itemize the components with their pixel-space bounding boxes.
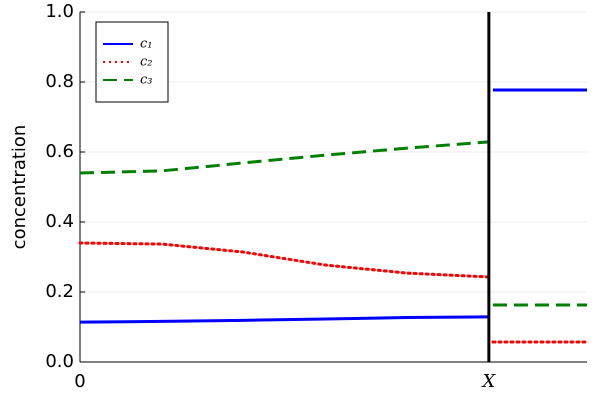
y-tick-label: 0.4 bbox=[45, 211, 74, 232]
series-line bbox=[78, 241, 589, 344]
x-tick-label: X bbox=[480, 371, 496, 392]
y-tick-label: 0.6 bbox=[45, 141, 74, 162]
legend-label: c₁ bbox=[140, 37, 153, 52]
y-tick-label: 0.0 bbox=[45, 351, 74, 372]
y-tick-label: 1.0 bbox=[45, 1, 74, 22]
y-axis-label: concentration bbox=[9, 125, 30, 250]
legend-box bbox=[95, 21, 169, 103]
y-tick-label: 0.8 bbox=[45, 71, 74, 92]
x-tick-label: 0 bbox=[74, 371, 85, 392]
legend-label: c₃ bbox=[140, 73, 153, 88]
series-line bbox=[79, 140, 587, 307]
legend-label: c₂ bbox=[140, 55, 153, 70]
series-line bbox=[79, 88, 587, 324]
legend: c₁ c₂ c₃ bbox=[95, 21, 169, 103]
y-tick-label: 0.2 bbox=[45, 281, 74, 302]
